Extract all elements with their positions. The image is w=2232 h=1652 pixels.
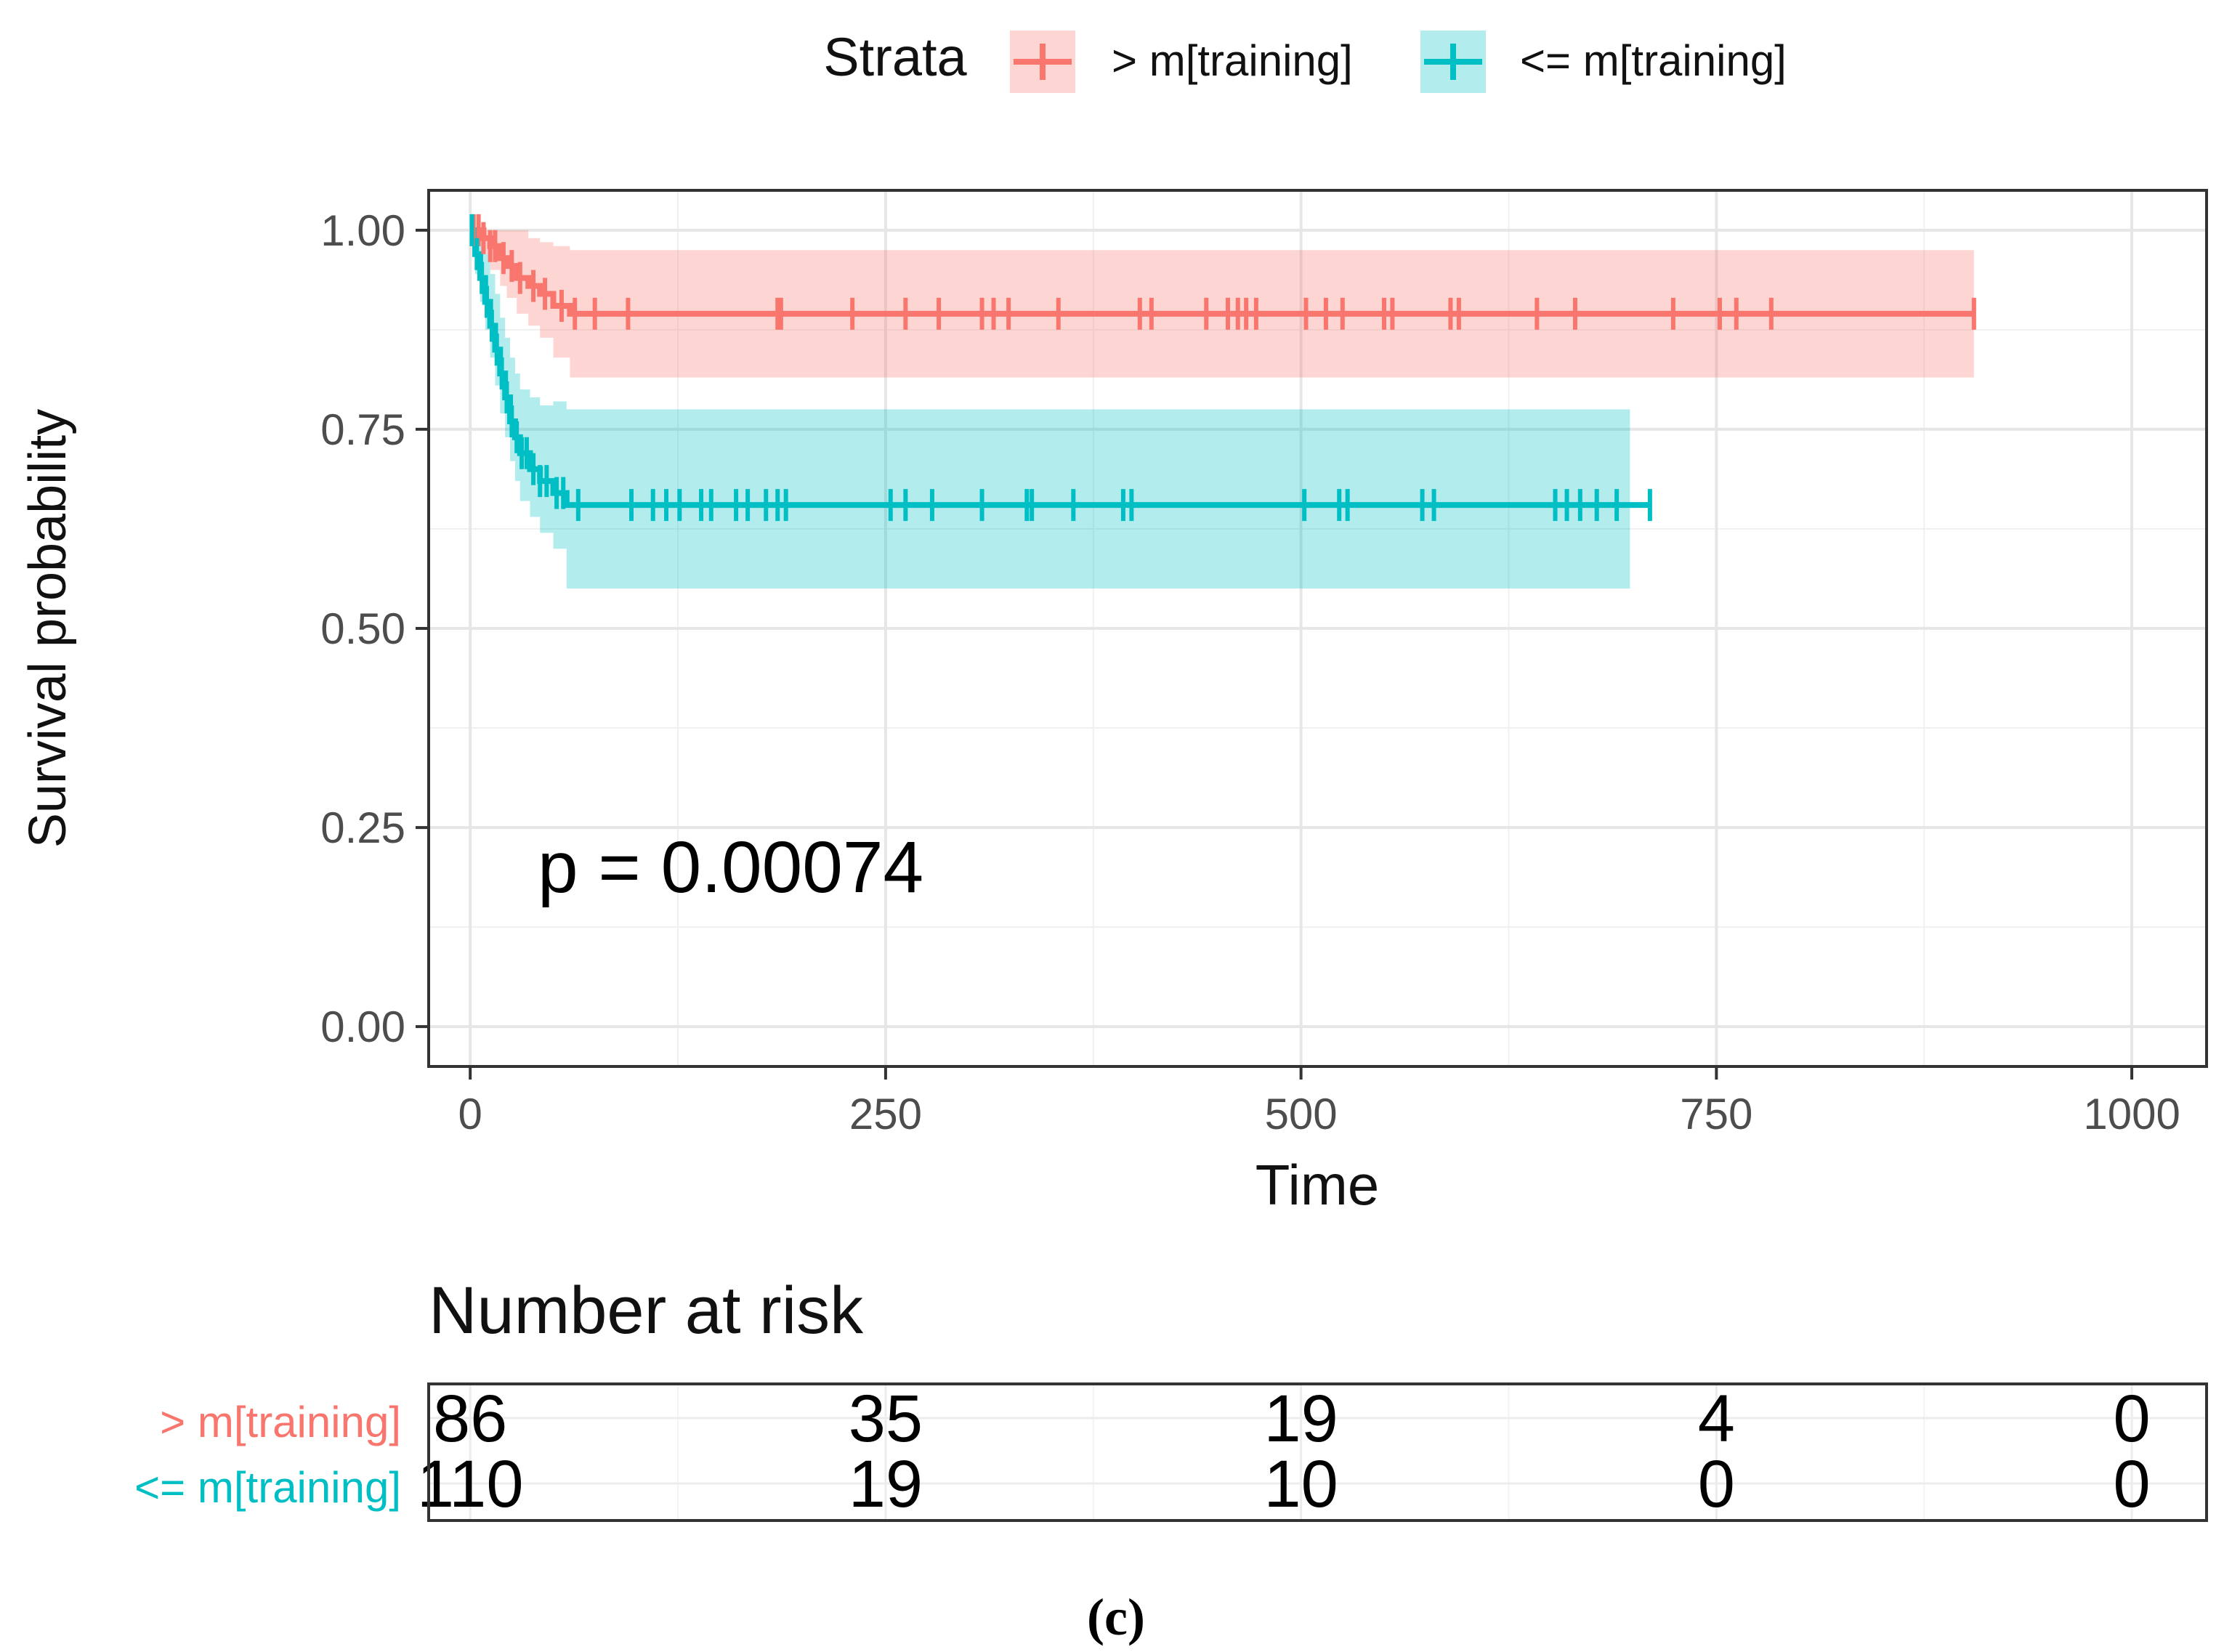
legend: Strata > m[training] <= m[training]: [823, 27, 1787, 93]
y-tick-label: 0.50: [320, 604, 405, 653]
y-axis: 0.00 0.25 0.50 0.75 1.00: [320, 206, 429, 1051]
risk-value: 4: [1698, 1382, 1735, 1456]
censor-marks: [469, 214, 1976, 522]
y-tick-label: 1.00: [320, 206, 405, 255]
risk-value: 10: [1263, 1447, 1338, 1521]
x-axis: 0 250 500 750 1000: [458, 1066, 2180, 1138]
confidence-band-high: [470, 230, 1974, 378]
risk-table-grid: [429, 1384, 2207, 1521]
x-tick-label: 1000: [2083, 1090, 2180, 1138]
risk-value: 0: [2114, 1447, 2151, 1521]
panel-label: (c): [1087, 1588, 1145, 1646]
legend-title: Strata: [823, 27, 967, 87]
risk-value: 35: [849, 1382, 923, 1456]
risk-value: 110: [417, 1447, 524, 1521]
x-tick-label: 0: [458, 1090, 482, 1138]
risk-value: 86: [433, 1382, 507, 1456]
y-tick-label: 0.00: [320, 1003, 405, 1051]
grid: [429, 190, 2207, 1066]
risk-row-label: <= m[training]: [134, 1463, 401, 1512]
y-tick-label: 0.25: [320, 803, 405, 852]
risk-value: 0: [1698, 1447, 1735, 1521]
risk-table: Number at risk > m[training] 86 35 19 4 0<= m…: [134, 1274, 2208, 1522]
legend-label-high: > m[training]: [1112, 36, 1353, 85]
y-tick-label: 0.75: [320, 405, 405, 454]
x-tick-label: 250: [849, 1090, 922, 1138]
x-tick-label: 500: [1265, 1090, 1338, 1138]
x-tick-label: 750: [1680, 1090, 1752, 1138]
plot-panel: p = 0.00074: [427, 189, 2208, 1068]
risk-value: 0: [2114, 1382, 2151, 1456]
risk-table-title: Number at risk: [429, 1274, 864, 1348]
x-axis-label: Time: [1256, 1153, 1379, 1217]
legend-label-low: <= m[training]: [1520, 36, 1787, 85]
risk-value: 19: [849, 1447, 923, 1521]
risk-value: 19: [1263, 1382, 1338, 1456]
risk-table-background: [429, 1384, 2207, 1521]
y-axis-label: Survival probability: [19, 409, 77, 848]
risk-table-border: [427, 1382, 2208, 1522]
risk-row-label: > m[training]: [160, 1398, 401, 1446]
risk-table-values: > m[training] 86 35 19 4 0<= m[training] 110 19…: [134, 1382, 2151, 1521]
p-value-annotation: p = 0.00074: [538, 827, 923, 908]
